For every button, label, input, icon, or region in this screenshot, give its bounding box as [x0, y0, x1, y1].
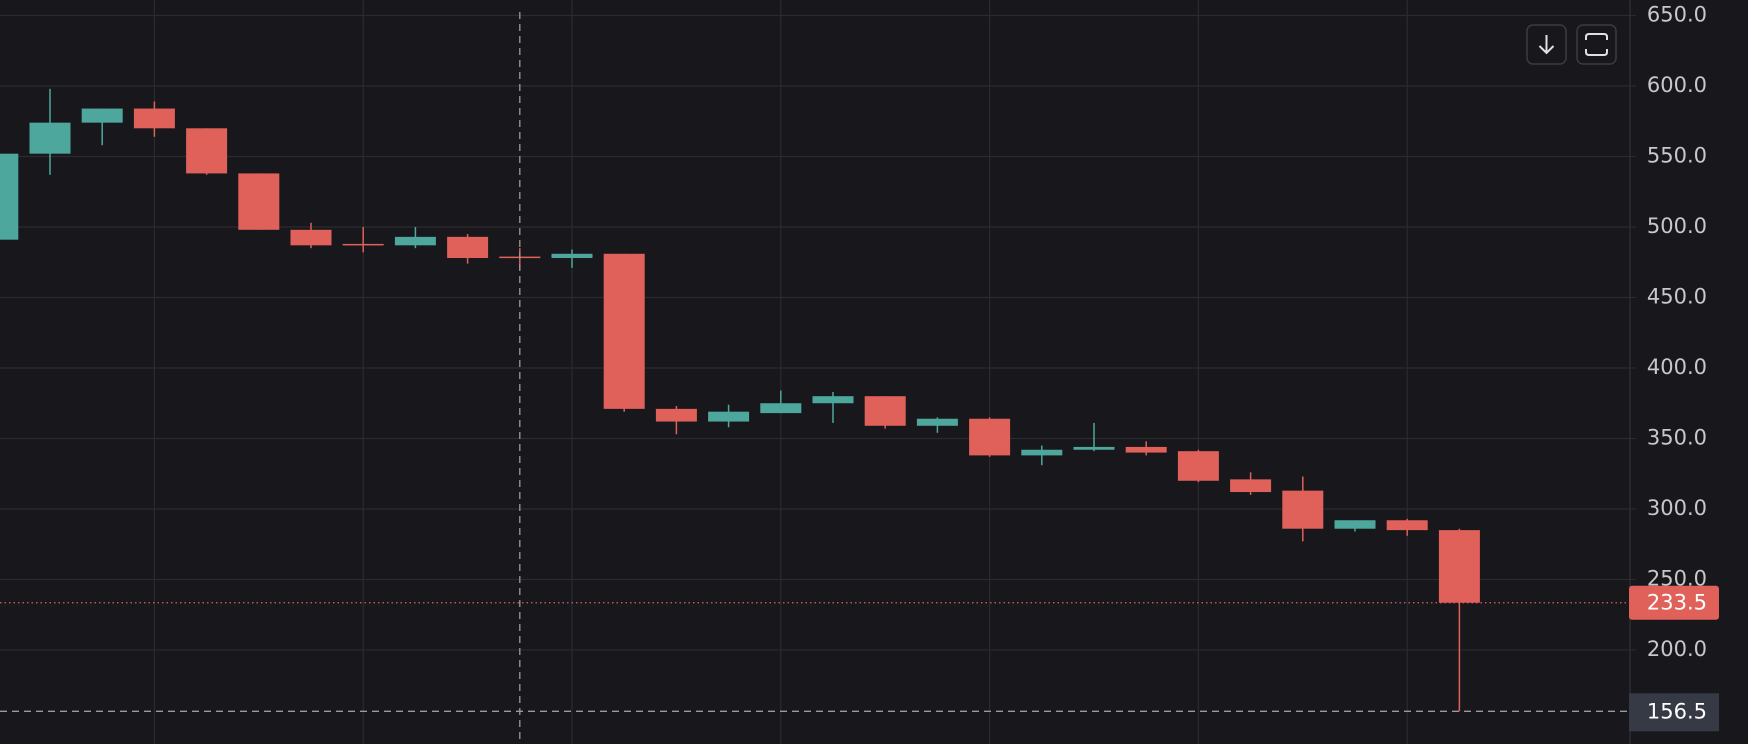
candle-body	[551, 253, 593, 259]
y-tick-label: 650.0	[1647, 3, 1707, 27]
y-tick-label: 450.0	[1647, 284, 1707, 308]
candle-body	[1386, 520, 1428, 531]
candle-body	[655, 408, 697, 422]
candle-body	[1230, 479, 1272, 493]
candle-body	[342, 243, 384, 246]
candle-body	[133, 108, 175, 129]
candle-body	[81, 108, 123, 123]
last-price-label: 233.5	[1647, 591, 1707, 615]
download-button[interactable]	[1526, 24, 1567, 65]
candle-body	[1021, 449, 1063, 456]
candle-body	[447, 236, 489, 259]
download-icon	[1538, 35, 1555, 55]
candle-body	[864, 396, 906, 426]
candle-body	[1438, 530, 1480, 603]
candle-body	[708, 411, 750, 422]
y-tick-label: 500.0	[1647, 214, 1707, 238]
candle-body	[916, 418, 958, 426]
candle-body	[238, 173, 280, 230]
fullscreen-icon	[1585, 33, 1608, 56]
candle-body	[1125, 446, 1167, 453]
candle-body	[394, 236, 436, 246]
candle-body	[1177, 451, 1219, 481]
crosshair-price-box	[1629, 693, 1719, 732]
candle-body	[969, 418, 1011, 456]
grid	[0, 0, 1630, 744]
candle-body	[186, 128, 228, 174]
crosshair-price-label: 156.5	[1647, 699, 1707, 723]
y-tick-label: 200.0	[1647, 637, 1707, 661]
candle-body	[1334, 520, 1376, 529]
candle-body	[603, 253, 645, 409]
y-tick-label: 400.0	[1647, 355, 1707, 379]
candle-body	[290, 229, 332, 246]
candle-body	[760, 403, 802, 414]
candle-body	[812, 396, 854, 404]
last-price-box	[1629, 585, 1719, 620]
button-frame[interactable]	[1576, 24, 1617, 65]
candles	[0, 88, 1480, 712]
y-tick-label: 350.0	[1647, 425, 1707, 449]
y-tick-label: 550.0	[1647, 143, 1707, 167]
y-tick-label: 600.0	[1647, 73, 1707, 97]
candle-body	[29, 122, 71, 154]
y-tick-label: 300.0	[1647, 496, 1707, 520]
candle-body	[0, 153, 19, 240]
candle-body	[1073, 446, 1115, 450]
fullscreen-button[interactable]	[1576, 24, 1617, 65]
candle-body	[1282, 490, 1324, 529]
